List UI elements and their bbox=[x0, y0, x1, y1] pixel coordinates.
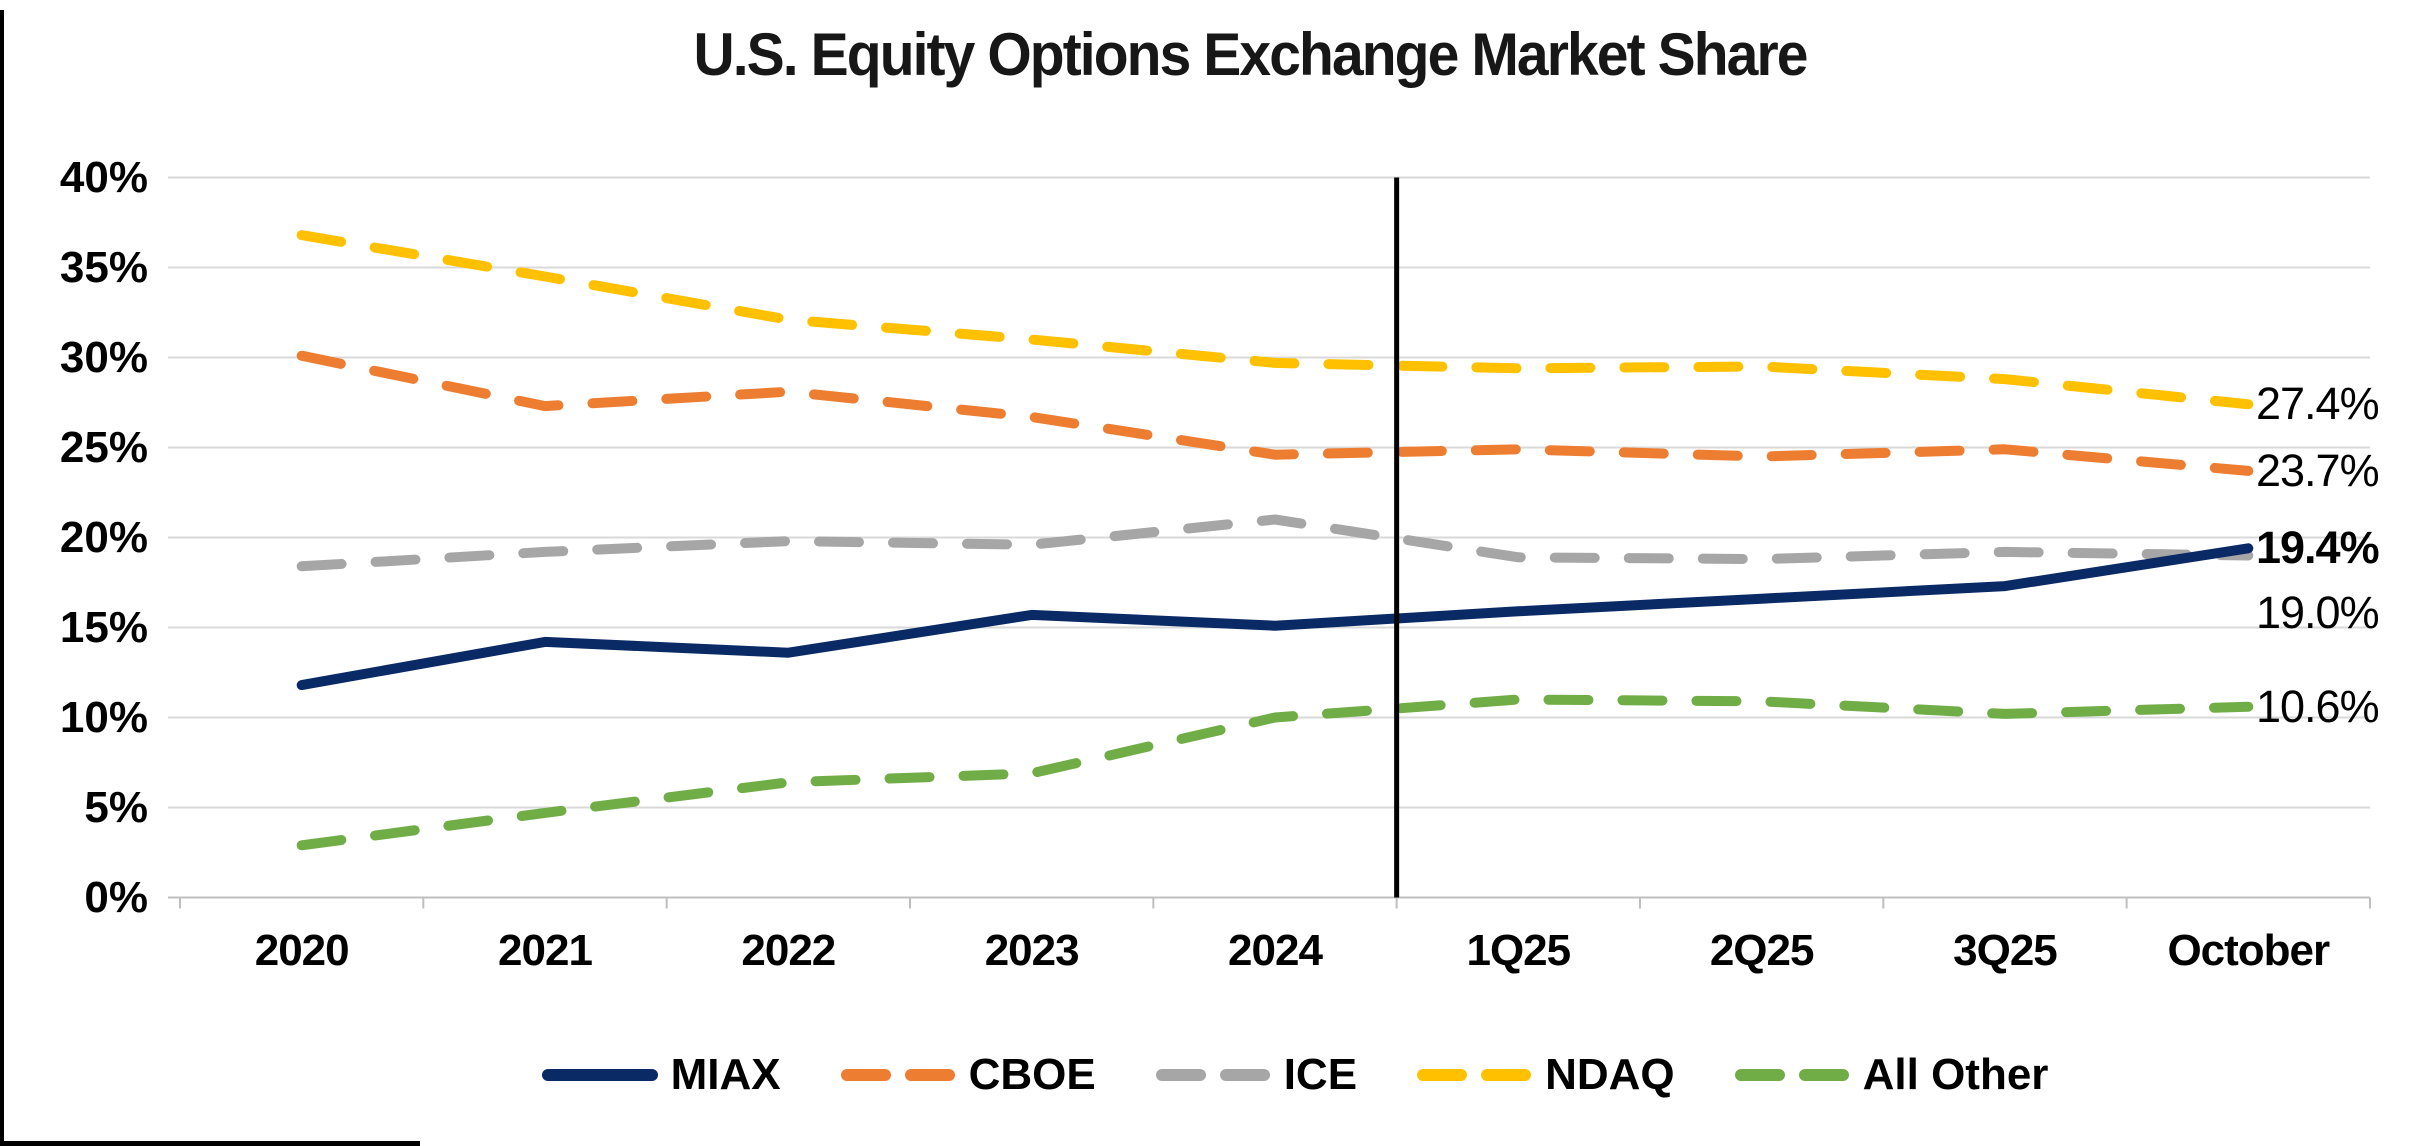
legend-swatch-miax bbox=[541, 1069, 658, 1081]
series-end-label: 27.4% bbox=[2256, 378, 2380, 430]
y-axis-label: 0% bbox=[84, 872, 148, 922]
page-bottom-border bbox=[0, 1141, 420, 1146]
legend-item-ice: ICE bbox=[1154, 1050, 1357, 1100]
legend-label: ICE bbox=[1283, 1050, 1358, 1099]
legend-item-cboe: CBOE bbox=[839, 1050, 1096, 1100]
y-axis-label: 20% bbox=[59, 512, 148, 562]
x-axis-label: 2024 bbox=[1228, 926, 1323, 975]
series-line-ndaq bbox=[296, 230, 2254, 410]
series-end-label: 19.4% bbox=[2256, 522, 2380, 574]
page-left-border bbox=[0, 10, 4, 1146]
legend-label: All Other bbox=[1862, 1050, 2049, 1099]
series-line-ice bbox=[296, 514, 2254, 572]
series-line-cboe bbox=[296, 350, 2254, 476]
legend-swatch-ndaq bbox=[1417, 1069, 1532, 1081]
series-end-label: 23.7% bbox=[2256, 444, 2380, 496]
x-axis-label: 2022 bbox=[741, 926, 836, 975]
series-line-all-other bbox=[296, 694, 2254, 851]
y-axis-label: 10% bbox=[59, 692, 148, 742]
legend-item-all-other: All Other bbox=[1733, 1050, 2049, 1100]
legend-label: MIAX bbox=[670, 1050, 781, 1099]
legend-item-ndaq: NDAQ bbox=[1415, 1050, 1675, 1100]
y-axis-label: 35% bbox=[59, 242, 148, 292]
legend-swatch-cboe bbox=[840, 1069, 955, 1081]
y-axis-label: 5% bbox=[84, 782, 148, 832]
x-axis-label: 2Q25 bbox=[1709, 926, 1815, 975]
series-line-miax bbox=[296, 543, 2254, 691]
x-axis-label: October bbox=[2167, 926, 2330, 975]
x-axis-label: 1Q25 bbox=[1466, 926, 1571, 975]
x-axis-label: 3Q25 bbox=[1953, 926, 2058, 975]
series-end-label: 10.6% bbox=[2256, 680, 2380, 732]
x-axis-label: 2023 bbox=[984, 926, 1080, 975]
chart-title: U.S. Equity Options Exchange Market Shar… bbox=[693, 21, 1808, 88]
legend-item-miax: MIAX bbox=[541, 1050, 781, 1100]
y-axis-label: 30% bbox=[59, 332, 148, 382]
legend-label: CBOE bbox=[968, 1050, 1096, 1099]
y-axis-label: 25% bbox=[59, 422, 148, 472]
x-axis-label: 2020 bbox=[254, 926, 350, 975]
legend-swatch-all-other bbox=[1734, 1069, 1849, 1081]
y-axis-label: 15% bbox=[59, 602, 148, 652]
legend-label: NDAQ bbox=[1545, 1050, 1675, 1099]
series-end-label: 19.0% bbox=[2256, 586, 2380, 638]
y-axis-label: 40% bbox=[59, 152, 148, 202]
legend-swatch-ice bbox=[1155, 1069, 1270, 1081]
legend: MIAX CBOE ICE NDAQ All Other bbox=[180, 1040, 2409, 1110]
x-axis-label: 2021 bbox=[498, 926, 593, 975]
